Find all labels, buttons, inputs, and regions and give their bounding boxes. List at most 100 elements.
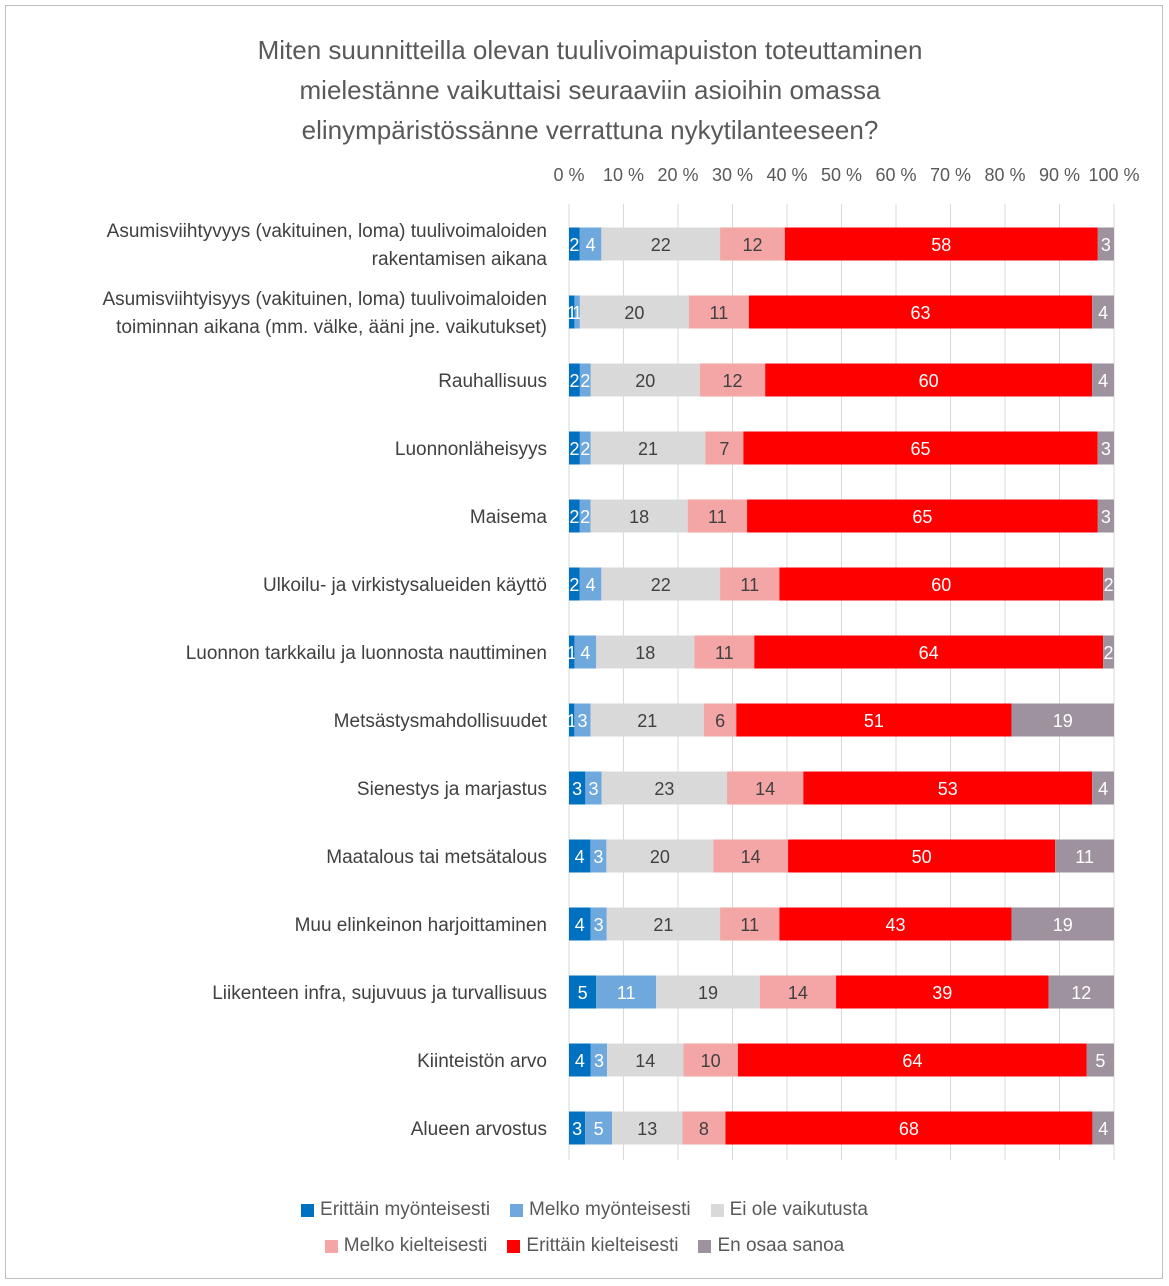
category-label: Muu elinkeinon harjoittaminen — [295, 915, 547, 936]
data-label: 43 — [885, 915, 905, 935]
category-label: Kiinteistön arvo — [417, 1051, 547, 1072]
bar-segment — [725, 1111, 1093, 1145]
category-label: Luonnon tarkkailu ja luonnosta nauttimin… — [186, 643, 547, 664]
category-label: Maisema — [470, 507, 548, 528]
data-label: 20 — [650, 847, 670, 867]
data-label: 11 — [708, 507, 727, 527]
bar-segment — [569, 1043, 591, 1077]
bar-segment — [1011, 703, 1114, 737]
bar-segment — [737, 1043, 1087, 1077]
bar-segment — [579, 431, 591, 465]
bar-segment — [569, 907, 591, 941]
legend-swatch — [510, 1203, 524, 1217]
bar-segment — [590, 363, 700, 397]
data-label: 2 — [569, 371, 579, 391]
category-label: Asumisviihtyisyys (vakituinen, loma) tuu… — [102, 289, 547, 310]
data-label: 1 — [567, 643, 577, 663]
data-label: 4 — [586, 235, 596, 255]
data-label: 6 — [715, 711, 725, 731]
bar-segment — [694, 635, 755, 669]
data-label: 50 — [912, 847, 932, 867]
data-label: 3 — [594, 915, 604, 935]
x-tick-label: 90 % — [1039, 165, 1080, 185]
bar-segment — [574, 295, 580, 329]
bar-segment — [579, 499, 591, 533]
data-label: 11 — [740, 575, 759, 595]
data-label: 14 — [741, 847, 761, 867]
bar-segment — [569, 431, 580, 465]
legend-label: Melko kielteisesti — [343, 1235, 488, 1256]
bar-segment — [1092, 363, 1114, 397]
data-label: 5 — [578, 983, 588, 1003]
data-label: 21 — [638, 439, 658, 459]
bar-segment — [1092, 1111, 1114, 1145]
legend-swatch — [324, 1239, 338, 1253]
legend-swatch — [507, 1239, 521, 1253]
data-label: 18 — [635, 643, 655, 663]
data-label: 4 — [1098, 303, 1108, 323]
data-label: 12 — [742, 235, 762, 255]
data-label: 4 — [575, 847, 585, 867]
data-label: 3 — [589, 779, 599, 799]
bar-segment — [579, 363, 591, 397]
bar-segment — [759, 975, 837, 1009]
bar-segment — [1092, 295, 1114, 329]
data-label: 3 — [577, 711, 587, 731]
category-label: Rauhallisuus — [438, 371, 547, 392]
data-label: 19 — [1053, 711, 1073, 731]
data-label: 68 — [899, 1119, 919, 1139]
bar-segment — [754, 635, 1104, 669]
chart-legend: Erittäin myönteisesti Melko myönteisesti E… — [0, 1192, 1169, 1264]
category-label: Alueen arvostus — [411, 1119, 547, 1140]
data-label: 39 — [932, 983, 952, 1003]
bar-segment — [727, 771, 804, 805]
legend-row: Melko kielteisesti Erittäin kielteisesti E… — [0, 1228, 1169, 1264]
bar-segment — [569, 567, 580, 601]
x-tick-label: 100 % — [1088, 165, 1139, 185]
bar-segment — [579, 295, 689, 329]
x-tick-label: 60 % — [875, 165, 916, 185]
bar-segment — [569, 363, 580, 397]
bar-segment — [803, 771, 1093, 805]
bar-segment — [720, 567, 780, 601]
data-label: 2 — [1104, 575, 1114, 595]
legend-item: Erittäin myönteisesti — [301, 1199, 490, 1221]
data-label: 3 — [1101, 507, 1111, 527]
data-label: 3 — [572, 779, 582, 799]
legend-item: Melko kielteisesti — [324, 1235, 488, 1257]
bar-segment — [1097, 499, 1114, 533]
bar-segment — [1103, 567, 1114, 601]
bar-segment — [590, 839, 607, 873]
bar-segment — [579, 567, 602, 601]
bar-segment — [585, 1111, 613, 1145]
data-label: 11 — [740, 915, 759, 935]
data-label: 1 — [567, 303, 577, 323]
bar-segment — [836, 975, 1049, 1009]
chart-title-line-3: elinympäristössänne verrattuna nykytilan… — [301, 115, 879, 145]
bar-segment — [574, 703, 591, 737]
data-label: 2 — [580, 439, 590, 459]
bar-segment — [1011, 907, 1114, 941]
data-label: 4 — [1098, 371, 1108, 391]
bar-segment — [585, 771, 602, 805]
bar-segment — [688, 295, 749, 329]
bar-segment — [779, 907, 1012, 941]
data-label: 5 — [594, 1119, 604, 1139]
legend-label: Melko myönteisesti — [529, 1199, 691, 1220]
bar-segment — [601, 227, 721, 261]
bar-segment — [601, 771, 728, 805]
data-label: 14 — [788, 983, 808, 1003]
data-label: 4 — [586, 575, 596, 595]
bar-segment — [1097, 431, 1114, 465]
bar-segment — [682, 1111, 726, 1145]
bar-segment — [784, 227, 1098, 261]
data-label: 12 — [722, 371, 742, 391]
bar-segment — [590, 1043, 608, 1077]
bar-segment — [703, 703, 737, 737]
bar-segment — [1092, 771, 1114, 805]
bar-segment — [736, 703, 1012, 737]
data-label: 2 — [569, 439, 579, 459]
bar-segment — [683, 1043, 738, 1077]
legend-row: Erittäin myönteisesti Melko myönteisesti E… — [0, 1192, 1169, 1228]
stacked-bar-plot: 0 % 10 % 20 % 30 % 40 % 50 % 60 % 70 % 80 % 90 % 1… — [102, 165, 1140, 1160]
